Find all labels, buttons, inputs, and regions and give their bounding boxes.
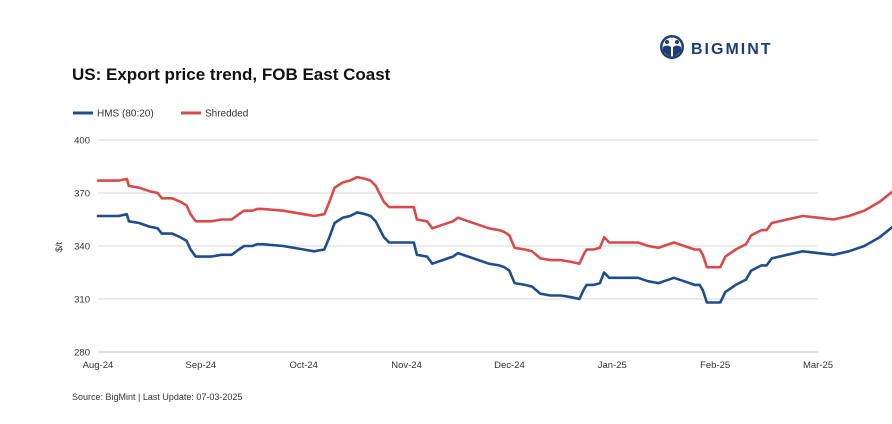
series-lines	[96, 175, 892, 304]
y-tick-label: 370	[74, 189, 90, 200]
legend-label-shredded: Shredded	[205, 109, 248, 120]
x-tick-label: Feb-25	[700, 360, 730, 371]
chart-title: US: Export price trend, FOB East Coast	[72, 65, 391, 84]
x-tick-label: Nov-24	[391, 360, 422, 371]
x-tick-label: Oct-24	[289, 360, 318, 371]
y-tick-label: 310	[74, 295, 90, 306]
series-line-hms	[96, 211, 892, 304]
brand-name: BIGMINT	[691, 41, 773, 58]
brand-logo: BIGMINT	[660, 35, 773, 59]
y-axis-ticks: 280 310 340 370 400	[74, 136, 90, 359]
gridlines	[98, 139, 818, 353]
x-tick-label: Aug-24	[83, 360, 114, 371]
x-tick-label: Sep-24	[186, 360, 217, 371]
y-tick-label: 340	[74, 242, 90, 253]
x-axis-ticks: Aug-24 Sep-24 Oct-24 Nov-24 Dec-24 Jan-25 Feb-…	[83, 360, 833, 371]
x-tick-label: Mar-25	[803, 360, 833, 371]
series-line-shredded	[96, 175, 892, 269]
x-tick-label: Jan-25	[598, 360, 627, 371]
legend-label-hms: HMS (80:20)	[97, 109, 154, 120]
y-tick-label: 400	[74, 136, 90, 147]
y-tick-label: 280	[74, 348, 90, 359]
y-axis-label: $/t	[54, 242, 64, 253]
legend: HMS (80:20) Shredded	[73, 109, 248, 120]
bigmint-globe-logo-icon	[660, 35, 684, 59]
source-note: Source: BigMint | Last Update: 07-03-202…	[72, 392, 242, 402]
x-tick-label: Dec-24	[494, 360, 525, 371]
